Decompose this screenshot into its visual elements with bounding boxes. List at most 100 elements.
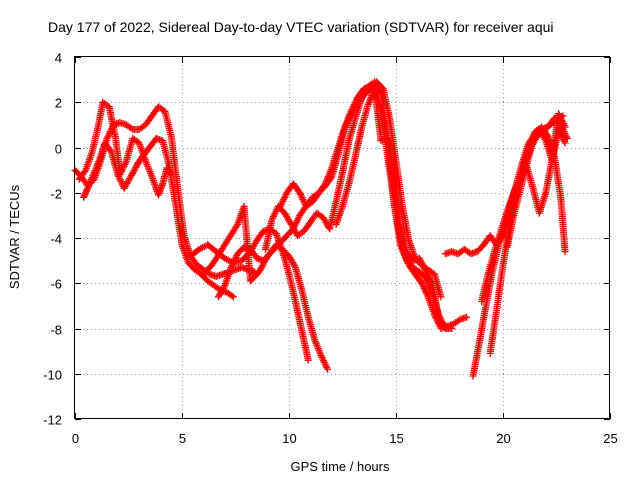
data-point-segment [317,352,331,371]
data-point-segment [240,202,254,283]
data-point-segment [127,159,142,181]
plot-frame [74,56,610,419]
data-point [324,365,332,373]
y-tick-label: 0 [55,142,62,157]
data-point-segment [390,198,404,247]
data-point-segment [120,175,134,192]
data-point-segment [142,157,155,179]
data-point-segment [315,183,328,197]
data-point-segment [396,220,410,254]
data-point-segment [193,261,206,272]
data-point-segment [105,103,119,141]
data-point-segment [450,317,463,328]
data-point-segment [302,199,315,210]
data-point-segment [503,191,517,215]
y-tick-label: -6 [50,277,62,292]
data-point-segment [276,190,290,210]
data-point-segment [383,134,397,168]
data-point-segment [90,154,104,176]
data-point-segment [304,313,318,342]
data-point-segment [411,270,425,286]
data-point-segment [321,174,335,190]
data-point-segment [155,103,167,114]
data-point-segment [424,293,438,317]
data-point-segment [285,252,298,270]
data-point-segment [428,279,442,321]
data-point-segment [167,132,181,190]
data-point-segment [214,283,228,301]
data-point [463,313,471,321]
data-point [448,325,456,332]
data-point-segment [159,137,173,168]
data-point-segment [122,121,135,132]
data-point-segment [285,270,299,303]
data-point-segment [112,134,124,177]
data-point-segment [187,246,202,260]
data-point-segment [178,241,192,265]
data-point-segment [490,229,504,256]
data-point-segment [339,182,352,210]
series-trace-9 [332,85,449,330]
y-tick-label: 4 [55,51,62,66]
y-tick-label: 2 [55,96,62,111]
data-point-segment [354,93,367,108]
data-point-segment [300,220,313,235]
data-point-segment [469,340,483,380]
data-point-segment [503,213,517,251]
data-point-segment [398,202,412,242]
data-point-segment [129,134,142,146]
data-point-segment [493,263,507,314]
data-point-segment [478,272,492,305]
data-point-segment [281,226,296,242]
data-point-segment [204,277,216,288]
data-point-segment [225,222,241,242]
data-point-segment [345,116,359,145]
data-point-segment [332,170,346,206]
data-point-segment [204,241,219,254]
data-point-segment [95,100,106,129]
data-point-segment [538,123,551,139]
series-trace-1 [71,103,259,280]
data-point-segment [339,139,352,176]
data-point-segment [403,248,416,263]
data-point-segment [298,327,312,362]
series-trace-14 [503,125,569,251]
data-point [229,293,237,301]
data-point-segment [332,204,346,228]
data-point-segment [99,98,112,110]
data-point-segment [371,85,385,143]
data-point-segment [390,162,404,226]
data-point-segment [555,110,568,129]
data-point-segment [217,236,232,256]
data-point-segment [291,263,305,292]
data-point-segment [405,236,419,261]
data-point-segment [542,157,556,197]
data-point [561,123,569,131]
data-point-segment [497,209,511,235]
x-tick-label: 15 [389,431,403,446]
x-tick-label: 10 [282,431,296,446]
x-tick-label: 25 [603,431,617,446]
data-point-segment [345,155,359,188]
data-point-segment [163,164,174,177]
data-point-segment [431,270,444,299]
data-point-segment [351,125,365,161]
y-axis-ticks: 4 2 0 -2 -4 -6 -8 -10 -12 [43,51,610,428]
x-tick-label: 5 [179,431,186,446]
data-point-segment [135,139,149,163]
data-point-segment [313,209,326,220]
data-point-segment [122,136,136,165]
data-point-segment [334,127,348,158]
data-point-segment [435,315,448,329]
data-point-segment [279,248,292,276]
y-tick-label: -10 [43,368,62,383]
data-point-segment [294,228,306,240]
x-axis-label: GPS time / hours [291,459,390,474]
data-point-segment [403,257,416,270]
data-point-segment [223,288,236,300]
data-point-segment [416,254,429,274]
data-point-segment [281,209,294,227]
data-point-segment [422,268,435,286]
data-point-segment [516,164,530,194]
